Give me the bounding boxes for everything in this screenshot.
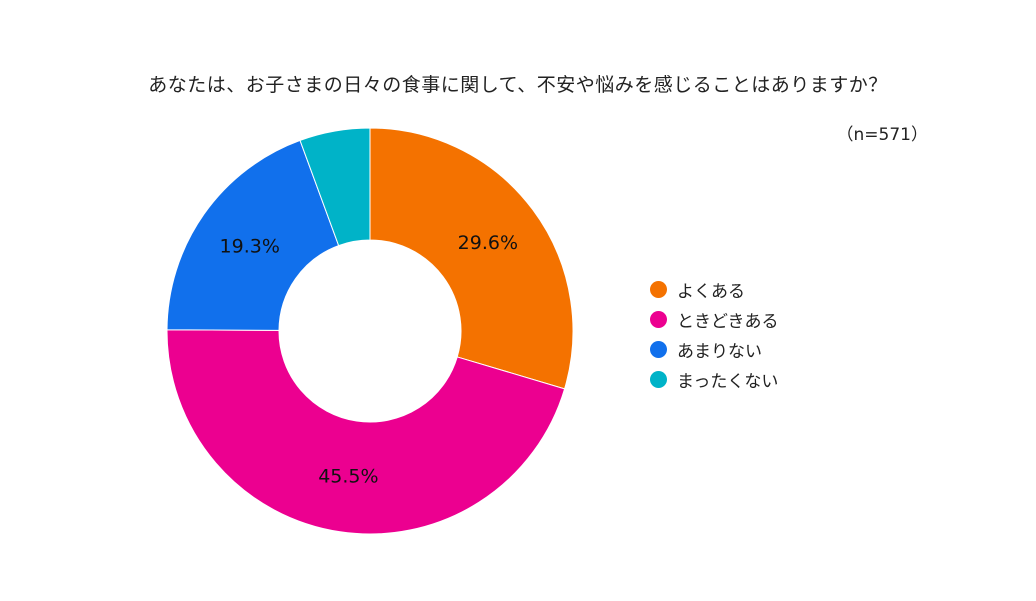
legend-item: まったくない [650, 364, 779, 394]
chart-title: あなたは、お子さまの日々の食事に関して、不安や悩みを感じることはありますか？ [148, 74, 888, 96]
donut-slice [166, 139, 340, 331]
donut-slice [299, 127, 371, 247]
slice-data-label: 19.3% [220, 235, 280, 257]
legend-item: ときどきある [650, 304, 779, 334]
legend-swatch [650, 310, 667, 328]
legend-swatch [650, 340, 667, 358]
slice-data-label: 29.6% [458, 232, 518, 254]
legend-label: よくある [677, 281, 745, 302]
legend-label: まったくない [677, 371, 779, 392]
legend-swatch [650, 370, 667, 388]
chart-legend: よくある ときどきある あまりない まったくない [650, 274, 779, 394]
slice-data-label: 45.5% [318, 465, 378, 487]
legend-swatch [650, 280, 667, 298]
sample-size-label: （n=571） [836, 125, 928, 145]
legend-label: ときどきある [677, 311, 779, 332]
legend-item: あまりない [650, 334, 779, 364]
donut-slice [166, 329, 566, 535]
legend-label: あまりない [677, 341, 762, 362]
donut-slice [369, 127, 574, 390]
legend-item: よくある [650, 274, 779, 304]
